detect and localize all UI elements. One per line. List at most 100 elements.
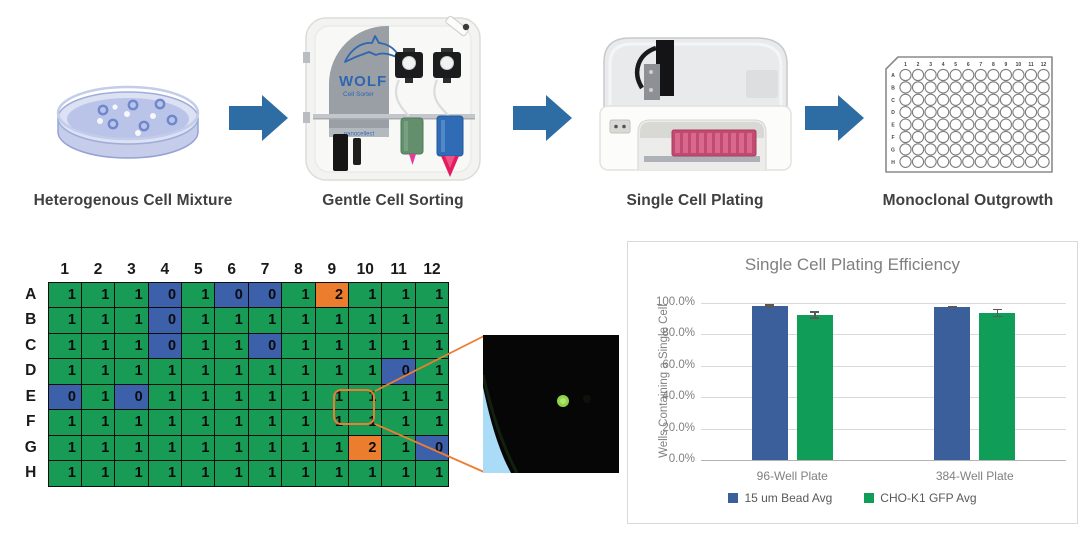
plate-map-cell-E9: 1 (314, 383, 350, 410)
plate-icon-well (911, 155, 925, 168)
plate-map-cell-F6: 1 (214, 409, 249, 436)
chart-y-tick-label: 20.0% (662, 421, 695, 434)
plate-icon-well (949, 68, 962, 82)
plate-icon-well (899, 155, 912, 168)
plate-map-cell-B9: 1 (314, 307, 350, 334)
efficiency-chart: Single Cell Plating Efficiency Wells Con… (627, 241, 1078, 524)
legend-swatch-icon (864, 493, 875, 503)
plate-map-cell-H9: 1 (314, 460, 350, 487)
plate-map-cell-H3: 1 (114, 460, 149, 487)
plate-map-cell-G5: 1 (181, 434, 216, 461)
plate-map-cell-A12: 1 (414, 281, 450, 308)
plate-icon-well (1037, 130, 1050, 144)
plate-icon-well (911, 93, 925, 106)
plate-icon-well (899, 143, 912, 156)
plater-icon (599, 37, 792, 171)
plate-icon-well (911, 118, 925, 131)
pump-head-icon (395, 48, 423, 83)
plate-icon-column-label: 5 (954, 62, 957, 68)
petri-dish-icon (56, 85, 200, 159)
chart-category-label: 96-Well Plate (756, 469, 828, 483)
plate-icon-well (1012, 68, 1025, 82)
plate-icon-well (962, 130, 975, 144)
plate-icon-well (1024, 118, 1038, 131)
plate-map-row-label: C (25, 336, 37, 354)
plate-icon-column-label: 10 (1016, 62, 1022, 68)
plate-icon-column-label: 11 (1028, 62, 1034, 68)
plate-icon-well (987, 68, 1000, 82)
chart-category-label: 384-Well Plate (935, 469, 1014, 483)
plate-icon-well (1024, 81, 1038, 94)
plate-icon-well (1024, 93, 1038, 106)
plate-map-cell-D11: 0 (381, 358, 416, 385)
plate-map-cell-B4: 0 (147, 307, 183, 334)
plate-icon-well (1037, 106, 1050, 119)
plate-icon-well (999, 93, 1013, 106)
plate-icon-well (1012, 130, 1025, 144)
plate-map-column-label: 3 (127, 260, 136, 278)
plate-icon-well (924, 155, 937, 168)
plate-icon-well (974, 81, 987, 94)
cell-colonies (97, 98, 178, 132)
nanocellect-brand-text: nanocellect (344, 132, 375, 138)
plate-map-cell-G8: 1 (281, 434, 316, 461)
plate-icon-well (962, 106, 975, 119)
chart-gridline (701, 334, 1066, 336)
error-bar (996, 308, 998, 318)
plate-map-cell-E1: 0 (47, 383, 82, 410)
plate-icon-column-label: 7 (979, 62, 982, 68)
plate-icon-well (974, 143, 987, 156)
error-bar-cap (992, 308, 1002, 311)
plate-map-cell-D2: 1 (80, 358, 116, 385)
plate-icon-well (924, 81, 937, 94)
plate-map-cell-D3: 1 (114, 358, 149, 385)
plate-map-cell-A5: 1 (181, 281, 216, 308)
plate-icon-well (1037, 155, 1050, 168)
plate-map-cell-D1: 1 (47, 358, 82, 385)
plate-map-cell-C8: 1 (281, 332, 316, 359)
plate-map-cell-A3: 1 (114, 281, 149, 308)
plate-icon-well (937, 93, 950, 106)
plate-map-cell-D4: 1 (147, 358, 183, 385)
plate-map-cell-A11: 1 (381, 281, 416, 308)
plate-icon-well (924, 130, 937, 144)
plate-icon-well (999, 143, 1013, 156)
plate-map-cell-H11: 1 (381, 460, 416, 487)
plate-map-cell-A8: 1 (281, 281, 316, 308)
plate-icon-well (937, 130, 950, 144)
plate-icon-row-label: D (891, 110, 895, 116)
plate-icon-column-label: 6 (967, 62, 970, 68)
plate-map-cell-E6: 1 (214, 383, 249, 410)
plate-map-cell-B3: 1 (114, 307, 149, 334)
plate-map-cell-C12: 1 (414, 332, 450, 359)
plate-map: 1 2 3 4 5 6 7 8 9 10 11 12 A 1 1 1 0 1 0 0 1 2 1 1 1 B 1 1 1 0 1 1 1 1 1 1 1… (22, 258, 450, 487)
plate-icon-well (924, 143, 937, 156)
plate-icon-well (899, 118, 912, 131)
plate-map-row-label: F (26, 413, 36, 431)
chart-bar-96-Well-Plate-series-0 (751, 305, 788, 460)
plate-map-cell-H7: 1 (247, 460, 283, 487)
green-cartridge-icon (400, 117, 424, 165)
workflow-step-label-2: Gentle Cell Sorting (322, 192, 464, 209)
plate-icon-well (899, 130, 912, 144)
chart-y-tick-label: 0.0% (668, 453, 695, 465)
plate-map-cell-F9: 1 (314, 409, 350, 436)
plate-map-column-label: 11 (390, 260, 407, 278)
plate-icon-well (937, 81, 950, 94)
plate-map-cell-H5: 1 (181, 460, 216, 487)
plate-icon-well (999, 155, 1013, 168)
plate-map-cell-A6: 0 (214, 281, 249, 308)
plate-map-cell-C6: 1 (214, 332, 249, 359)
error-bar-cap (947, 306, 957, 308)
plate-map-cell-H8: 1 (281, 460, 316, 487)
plate-map-cell-C10: 1 (348, 332, 383, 359)
plate-icon-well (974, 106, 987, 119)
plate-map-cell-D9: 1 (314, 358, 350, 385)
plate-icon-well (987, 155, 1000, 168)
plate-map-cell-A4: 0 (147, 281, 183, 308)
plate-map-row-label: A (25, 285, 37, 303)
plate-map-cell-A2: 1 (80, 281, 116, 308)
plate-icon-row-label: C (891, 98, 895, 104)
